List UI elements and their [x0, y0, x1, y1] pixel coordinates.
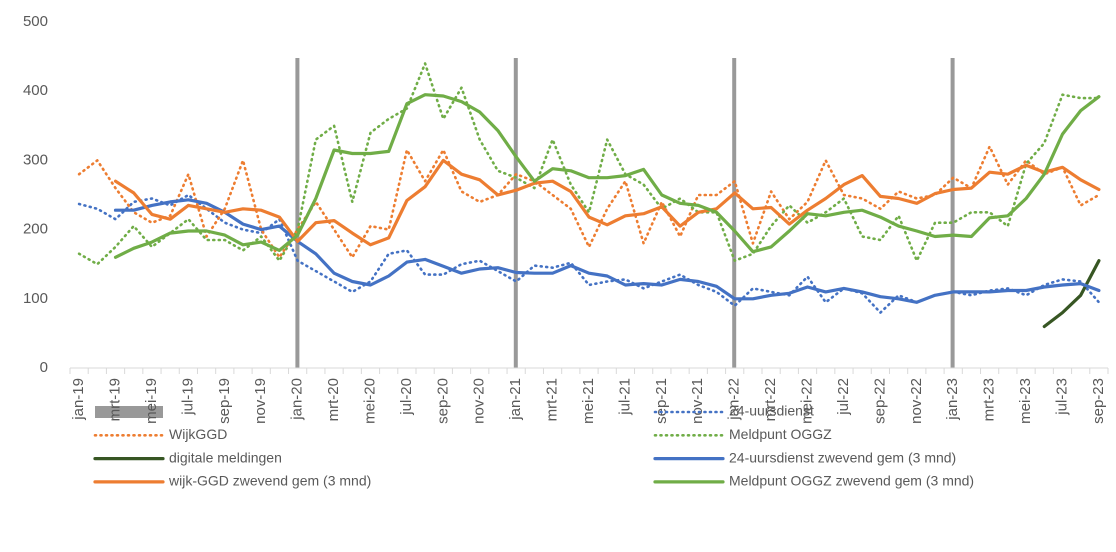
- x-tick-label: mei-19: [143, 378, 160, 424]
- x-tick-label: mei-20: [361, 378, 378, 424]
- y-tick-label: 200: [23, 221, 48, 238]
- x-tick-label: jan-21: [507, 378, 524, 421]
- series-line: [1042, 259, 1101, 329]
- x-tick-label: sep-19: [216, 378, 233, 424]
- series-line: [77, 62, 1101, 266]
- legend-label: wijk-GGD zwevend gem (3 mnd): [168, 473, 371, 489]
- series-line: [113, 198, 1101, 304]
- x-tick-label: jan-19: [70, 378, 87, 421]
- legend-label: Meldpunt OGGZ zwevend gem (3 mnd): [729, 473, 974, 489]
- y-tick-label: 500: [23, 13, 48, 30]
- legend-label: Meldpunt OGGZ: [729, 426, 832, 442]
- x-tick-label: jul-22: [835, 378, 852, 416]
- legend-label: digitale meldingen: [169, 449, 282, 465]
- x-tick-label: sep-21: [653, 378, 670, 424]
- series-line: [77, 193, 1101, 314]
- x-tick-label: nov-20: [471, 378, 488, 424]
- series-line: [77, 145, 1101, 259]
- x-tick-label: mei-21: [580, 378, 597, 424]
- x-tick-label: sep-22: [871, 378, 888, 424]
- series-line: [113, 93, 1101, 259]
- y-tick-label: 100: [23, 290, 48, 307]
- y-tick-label: 300: [23, 151, 48, 168]
- legend-label: 24-uursdienst zwevend gem (3 mnd): [729, 449, 956, 465]
- x-tick-label: mei-22: [798, 378, 815, 424]
- x-tick-label: mrt-23: [981, 378, 998, 421]
- legend-divider-swatch: [95, 406, 163, 418]
- x-tick-label: jan-20: [289, 378, 306, 421]
- x-tick-label: sep-23: [1090, 378, 1107, 424]
- x-tick-label: mrt-20: [325, 378, 342, 421]
- y-tick-label: 0: [40, 359, 48, 376]
- y-tick-label: 400: [23, 82, 48, 99]
- x-tick-label: jul-21: [616, 378, 633, 416]
- x-tick-label: mrt-22: [762, 378, 779, 421]
- x-tick-label: nov-21: [689, 378, 706, 424]
- period-dividers: [295, 58, 955, 368]
- x-tick-label: nov-19: [252, 378, 269, 424]
- legend-label: 24-uursdienst: [729, 403, 814, 419]
- x-tick-label: mrt-21: [544, 378, 561, 421]
- x-tick-label: mrt-19: [106, 378, 123, 421]
- x-tick-label: jul-19: [179, 378, 196, 416]
- x-tick-label: jul-23: [1053, 378, 1070, 416]
- x-tick-label: nov-22: [908, 378, 925, 424]
- series-line: [113, 158, 1101, 247]
- x-tick-label: sep-20: [434, 378, 451, 424]
- x-tick-label: jan-23: [944, 378, 961, 421]
- legend-label: WijkGGD: [169, 426, 227, 442]
- x-tick-label: jan-22: [726, 378, 743, 421]
- x-tick-label: jul-20: [398, 378, 415, 416]
- x-tick-label: mei-23: [1017, 378, 1034, 424]
